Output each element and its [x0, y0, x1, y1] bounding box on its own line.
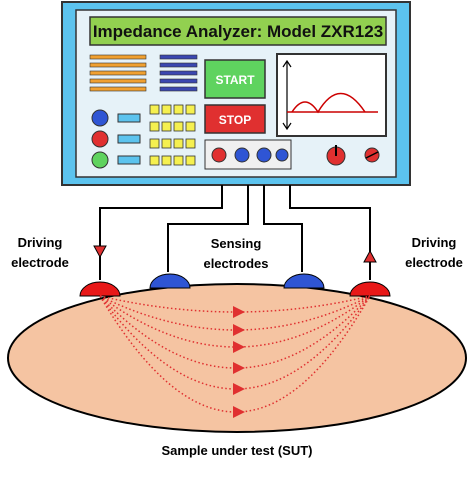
input-arrow — [93, 245, 107, 259]
keypad — [149, 104, 196, 166]
device-title: Impedance Analyzer: Model ZXR123 — [93, 22, 383, 41]
display — [276, 53, 387, 137]
right-driving-label: electrode — [405, 255, 463, 270]
title-box — [89, 16, 387, 46]
left-driving-label: Driving — [18, 235, 63, 250]
sample-label: Sample under test (SUT) — [162, 443, 313, 458]
sensing-label: electrodes — [203, 256, 268, 271]
right-driving-label: Driving — [412, 235, 457, 250]
start-label: START — [215, 73, 255, 87]
electrodes — [79, 273, 391, 297]
output-arrow — [363, 249, 377, 263]
panel-bars — [89, 54, 198, 92]
stop-label: STOP — [219, 113, 251, 127]
start-button — [204, 59, 266, 99]
current-arrows — [233, 306, 245, 418]
knob-panel — [204, 139, 380, 170]
wires — [99, 185, 371, 280]
stop-button — [204, 104, 266, 134]
left-driving-label: electrode — [11, 255, 69, 270]
side-controls — [91, 109, 141, 169]
sensing-label: Sensing — [211, 236, 262, 251]
